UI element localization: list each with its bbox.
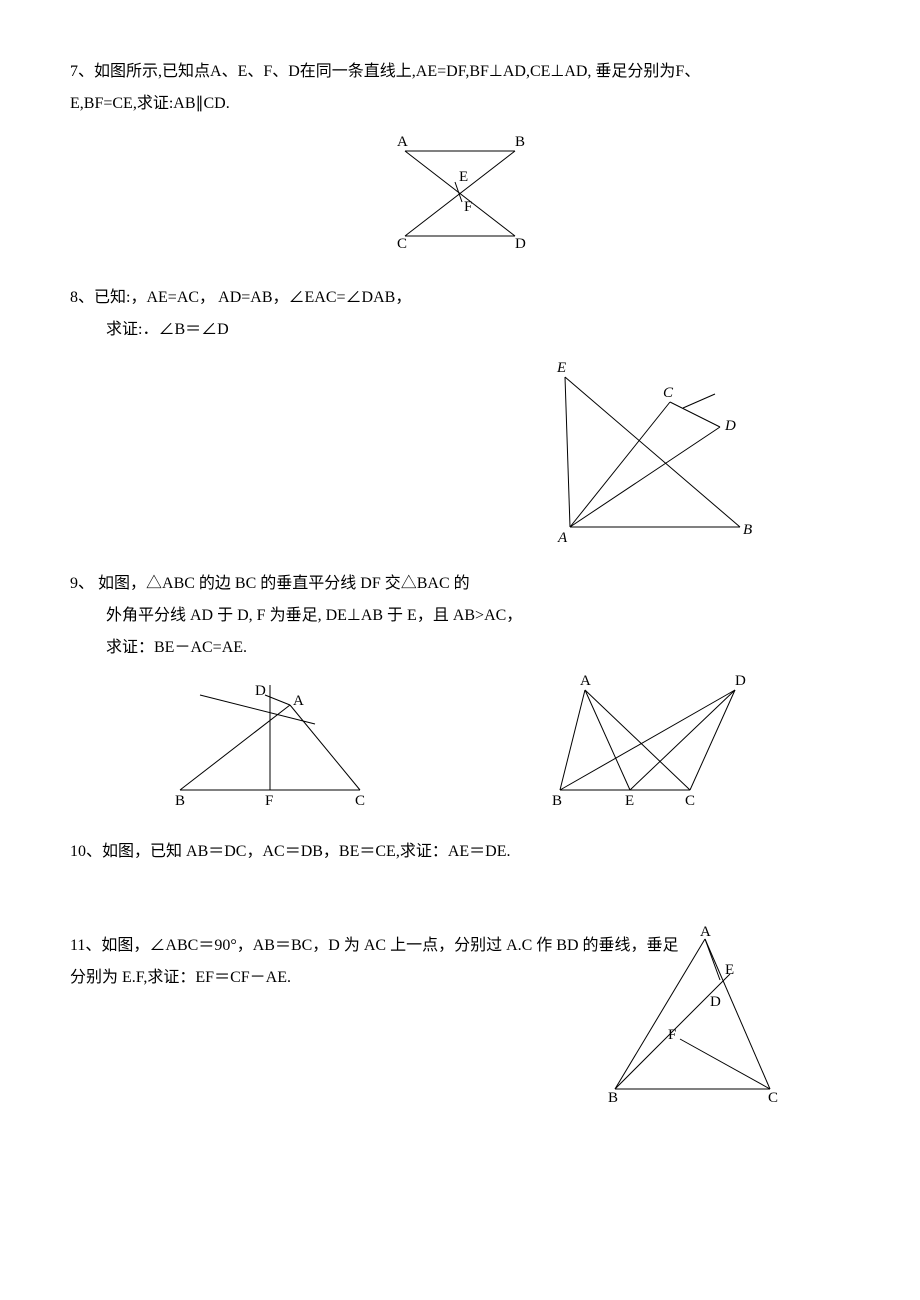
fig10-label-c: C <box>685 793 695 809</box>
figure-9: D A B F C <box>160 670 390 810</box>
fig11-label-a: A <box>700 924 711 940</box>
problem-8-line2: 求证:．∠B＝∠D <box>106 321 229 338</box>
fig10-label-d: D <box>735 673 746 689</box>
fig8-label-d: D <box>724 418 736 434</box>
fig8-label-c: C <box>663 385 674 401</box>
fig10-label-a: A <box>580 673 591 689</box>
figure-8: E C D A B <box>540 352 770 542</box>
fig11-label-f: F <box>668 1027 676 1043</box>
fig7-label-f: F <box>464 199 472 215</box>
fig9-label-c: C <box>355 793 365 809</box>
fig11-label-e: E <box>725 962 734 978</box>
fig7-label-c: C <box>397 236 407 252</box>
fig7-label-b: B <box>515 134 525 150</box>
problem-7-line2: E,BF=CE,求证:AB∥CD. <box>70 95 230 112</box>
problem-9-line3: 求证：BE－AC=AE. <box>106 639 247 656</box>
figure-11-container: A E D F B C <box>590 924 790 1104</box>
fig7-label-e: E <box>459 169 468 185</box>
problem-11: 11、如图，∠ABC＝90°，AB＝BC，D 为 AC 上一点，分别过 A.C … <box>70 934 850 990</box>
figure-8-container: E C D A B <box>70 352 850 542</box>
figure-7-container: A B C D E F <box>70 126 850 256</box>
fig8-label-e: E <box>556 360 566 376</box>
problem-8-text: 8、已知:，AE=AC， AD=AB，∠EAC=∠DAB， <box>70 286 850 310</box>
problem-8-line1: 已知:，AE=AC， AD=AB，∠EAC=∠DAB， <box>94 289 411 306</box>
fig9-label-d: D <box>255 683 266 699</box>
problem-7-line1: 如图所示,已知点A、E、F、D在同一条直线上,AE=DF,BF⊥AD,CE⊥AD… <box>94 63 700 80</box>
fig7-label-d: D <box>515 236 526 252</box>
figure-7: A B C D E F <box>375 126 545 256</box>
problem-9-number: 9、 <box>70 575 94 592</box>
problem-11-line2: 分别为 E.F,求证：EF＝CF－AE. <box>70 969 291 986</box>
fig7-label-a: A <box>397 134 408 150</box>
fig10-label-e: E <box>625 793 634 809</box>
problem-9-line3-wrap: 求证：BE－AC=AE. <box>70 636 850 660</box>
problem-9: 9、 如图，△ABC 的边 BC 的垂直平分线 DF 交△BAC 的 外角平分线… <box>70 572 850 810</box>
fig11-label-c: C <box>768 1090 778 1104</box>
fig10-label-b: B <box>552 793 562 809</box>
fig9-label-f: F <box>265 793 273 809</box>
fig8-label-b: B <box>743 522 752 538</box>
problem-8-line2-wrap: 求证:．∠B＝∠D <box>70 318 850 342</box>
problem-9-text: 9、 如图，△ABC 的边 BC 的垂直平分线 DF 交△BAC 的 <box>70 572 850 596</box>
fig11-label-b: B <box>608 1090 618 1104</box>
problem-7-text: 7、如图所示,已知点A、E、F、D在同一条直线上,AE=DF,BF⊥AD,CE⊥… <box>70 60 850 84</box>
figure-10: A D B E C <box>530 670 760 810</box>
fig8-label-a: A <box>557 530 568 542</box>
problem-7-line2-wrap: E,BF=CE,求证:AB∥CD. <box>70 92 850 116</box>
problem-8: 8、已知:，AE=AC， AD=AB，∠EAC=∠DAB， 求证:．∠B＝∠D … <box>70 286 850 542</box>
figure-11: A E D F B C <box>590 924 790 1104</box>
problem-8-number: 8、 <box>70 289 94 306</box>
fig9-label-b: B <box>175 793 185 809</box>
problem-10: 10、如图，已知 AB＝DC，AC＝DB，BE＝CE,求证：AE＝DE. <box>70 840 850 864</box>
fig9-label-a: A <box>293 693 304 709</box>
fig11-label-d: D <box>710 994 721 1010</box>
problem-9-line2: 外角平分线 AD 于 D, F 为垂足, DE⊥AB 于 E，且 AB>AC， <box>106 607 522 624</box>
problem-10-line1: 如图，已知 AB＝DC，AC＝DB，BE＝CE,求证：AE＝DE. <box>102 843 510 860</box>
figures-9-10-row: D A B F C A D B E C <box>70 670 850 810</box>
problem-9-line2-wrap: 外角平分线 AD 于 D, F 为垂足, DE⊥AB 于 E，且 AB>AC， <box>70 604 850 628</box>
problem-7-number: 7、 <box>70 63 94 80</box>
problem-11-number: 11、 <box>70 937 101 954</box>
problem-10-text: 10、如图，已知 AB＝DC，AC＝DB，BE＝CE,求证：AE＝DE. <box>70 840 850 864</box>
problem-9-line1: 如图，△ABC 的边 BC 的垂直平分线 DF 交△BAC 的 <box>94 575 470 592</box>
problem-7: 7、如图所示,已知点A、E、F、D在同一条直线上,AE=DF,BF⊥AD,CE⊥… <box>70 60 850 256</box>
problem-10-number: 10、 <box>70 843 102 860</box>
